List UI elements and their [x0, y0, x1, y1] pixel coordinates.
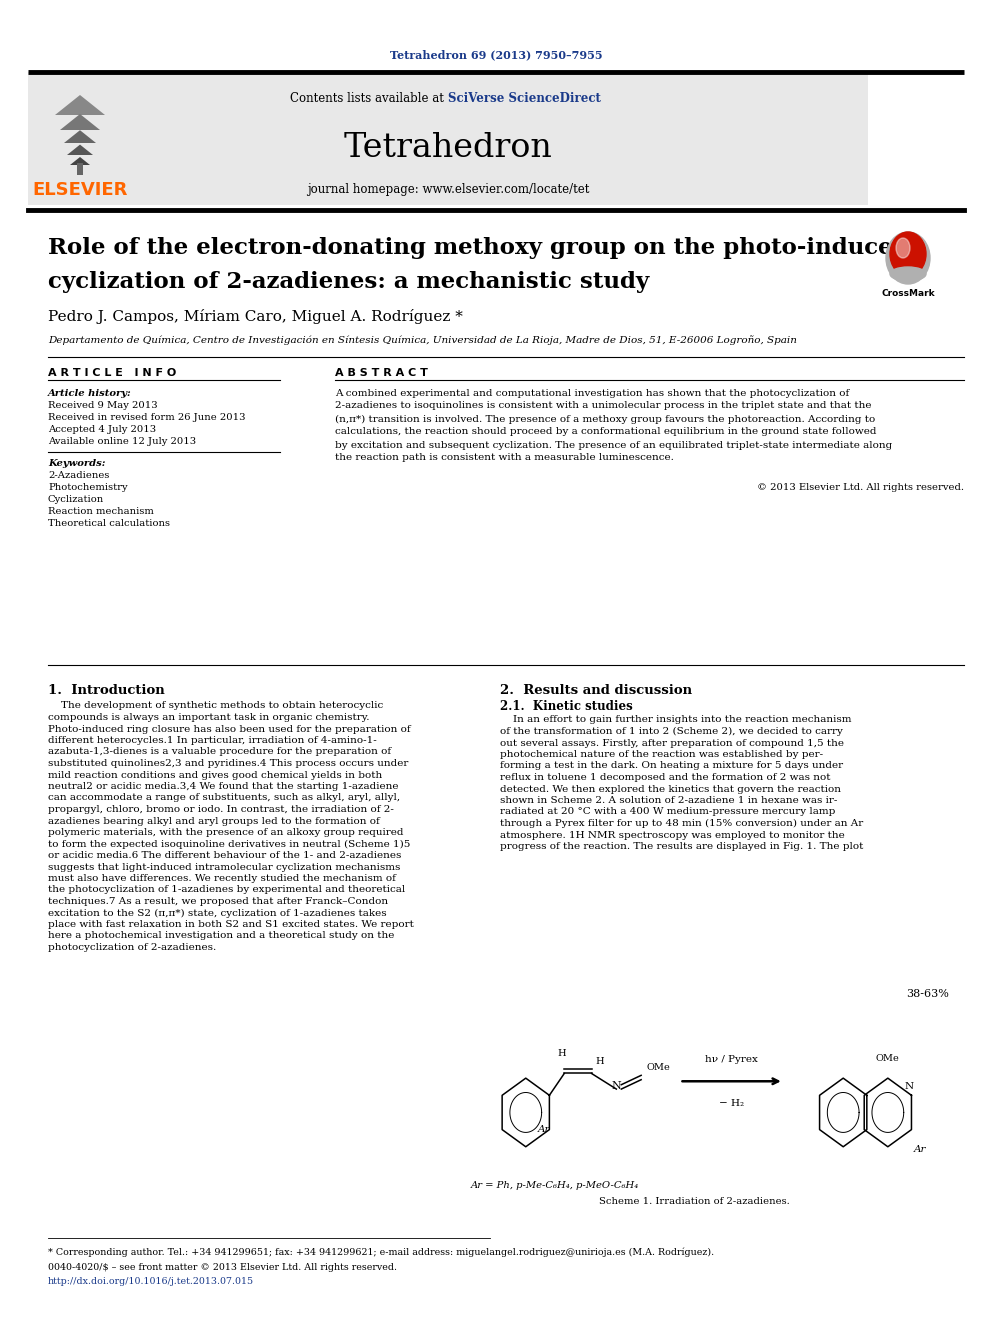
Ellipse shape: [886, 232, 930, 284]
Text: forming a test in the dark. On heating a mixture for 5 days under: forming a test in the dark. On heating a…: [500, 762, 843, 770]
Text: (n,π*) transition is involved. The presence of a methoxy group favours the photo: (n,π*) transition is involved. The prese…: [335, 414, 875, 423]
Text: Pedro J. Campos, Míriam Caro, Miguel A. Rodríguez *: Pedro J. Campos, Míriam Caro, Miguel A. …: [48, 308, 463, 324]
Text: H: H: [558, 1049, 566, 1058]
Text: Accepted 4 July 2013: Accepted 4 July 2013: [48, 425, 156, 434]
Text: photocyclization of 2-azadienes.: photocyclization of 2-azadienes.: [48, 943, 216, 953]
Text: 38-63%: 38-63%: [906, 990, 949, 999]
Text: OMe: OMe: [876, 1053, 900, 1062]
Text: A combined experimental and computational investigation has shown that the photo: A combined experimental and computationa…: [335, 389, 849, 397]
Text: Cyclization: Cyclization: [48, 496, 104, 504]
Text: Article history:: Article history:: [48, 389, 132, 397]
Text: suggests that light-induced intramolecular cyclization mechanisms: suggests that light-induced intramolecul…: [48, 863, 401, 872]
Text: 2.1.  Kinetic studies: 2.1. Kinetic studies: [500, 700, 633, 713]
Text: polymeric materials, with the presence of an alkoxy group required: polymeric materials, with the presence o…: [48, 828, 404, 837]
Text: detected. We then explored the kinetics that govern the reaction: detected. We then explored the kinetics …: [500, 785, 841, 794]
Text: © 2013 Elsevier Ltd. All rights reserved.: © 2013 Elsevier Ltd. All rights reserved…: [757, 483, 964, 492]
Bar: [28, 71, 868, 205]
Text: can accommodate a range of substituents, such as alkyl, aryl, allyl,: can accommodate a range of substituents,…: [48, 794, 400, 803]
Text: here a photochemical investigation and a theoretical study on the: here a photochemical investigation and a…: [48, 931, 395, 941]
Text: substituted quinolines2,3 and pyridines.4 This process occurs under: substituted quinolines2,3 and pyridines.…: [48, 759, 409, 767]
Text: Keywords:: Keywords:: [48, 459, 105, 467]
Text: 2-Azadienes: 2-Azadienes: [48, 471, 109, 480]
Text: Departamento de Química, Centro de Investigación en Síntesis Química, Universida: Departamento de Química, Centro de Inves…: [48, 335, 797, 345]
Text: hν / Pyrex: hν / Pyrex: [705, 1054, 758, 1064]
Text: Received 9 May 2013: Received 9 May 2013: [48, 401, 158, 410]
Polygon shape: [55, 95, 105, 115]
Text: reflux in toluene 1 decomposed and the formation of 2 was not: reflux in toluene 1 decomposed and the f…: [500, 773, 830, 782]
Text: N: N: [884, 1107, 892, 1117]
Bar: [77, 163, 83, 175]
Text: or acidic media.6 The different behaviour of the 1- and 2-azadienes: or acidic media.6 The different behaviou…: [48, 851, 402, 860]
Ellipse shape: [896, 238, 910, 258]
Text: Contents lists available at: Contents lists available at: [291, 91, 448, 105]
Text: N: N: [611, 1081, 621, 1091]
Text: The development of synthetic methods to obtain heterocyclic: The development of synthetic methods to …: [48, 701, 383, 710]
Text: place with fast relaxation in both S2 and S1 excited states. We report: place with fast relaxation in both S2 an…: [48, 919, 414, 929]
Text: 2-azadienes to isoquinolines is consistent with a unimolecular process in the tr: 2-azadienes to isoquinolines is consiste…: [335, 401, 872, 410]
Text: out several assays. Firstly, after preparation of compound 1,5 the: out several assays. Firstly, after prepa…: [500, 738, 844, 747]
Text: techniques.7 As a result, we proposed that after Franck–Condon: techniques.7 As a result, we proposed th…: [48, 897, 388, 906]
Text: In an effort to gain further insights into the reaction mechanism: In an effort to gain further insights in…: [500, 716, 851, 725]
Text: H: H: [595, 1057, 604, 1066]
Text: calculations, the reaction should proceed by a conformational equilibrium in the: calculations, the reaction should procee…: [335, 427, 877, 437]
Ellipse shape: [890, 232, 926, 277]
Text: to form the expected isoquinoline derivatives in neutral (Scheme 1)5: to form the expected isoquinoline deriva…: [48, 839, 411, 848]
Text: photochemical nature of the reaction was established by per-: photochemical nature of the reaction was…: [500, 750, 823, 759]
Text: Reaction mechanism: Reaction mechanism: [48, 508, 154, 516]
Text: radiated at 20 °C with a 400 W medium-pressure mercury lamp: radiated at 20 °C with a 400 W medium-pr…: [500, 807, 835, 816]
Text: neutral2 or acidic media.3,4 We found that the starting 1-azadiene: neutral2 or acidic media.3,4 We found th…: [48, 782, 399, 791]
Text: Tetrahedron 69 (2013) 7950–7955: Tetrahedron 69 (2013) 7950–7955: [390, 49, 602, 61]
Text: ELSEVIER: ELSEVIER: [33, 181, 128, 198]
Text: N: N: [904, 1082, 914, 1090]
Text: Ar: Ar: [539, 1125, 551, 1134]
Text: journal homepage: www.elsevier.com/locate/tet: journal homepage: www.elsevier.com/locat…: [307, 184, 589, 197]
Text: CrossMark: CrossMark: [881, 288, 934, 298]
Text: atmosphere. 1H NMR spectroscopy was employed to monitor the: atmosphere. 1H NMR spectroscopy was empl…: [500, 831, 845, 840]
Text: Photo-induced ring closure has also been used for the preparation of: Photo-induced ring closure has also been…: [48, 725, 411, 733]
Text: A R T I C L E   I N F O: A R T I C L E I N F O: [48, 368, 177, 378]
Polygon shape: [64, 130, 96, 143]
Text: 1.  Introduction: 1. Introduction: [48, 684, 165, 696]
Polygon shape: [67, 144, 93, 155]
Text: SciVerse ScienceDirect: SciVerse ScienceDirect: [448, 91, 601, 105]
Text: mild reaction conditions and gives good chemical yields in both: mild reaction conditions and gives good …: [48, 770, 382, 779]
Text: the reaction path is consistent with a measurable luminescence.: the reaction path is consistent with a m…: [335, 454, 674, 463]
Polygon shape: [60, 114, 100, 130]
Text: azadienes bearing alkyl and aryl groups led to the formation of: azadienes bearing alkyl and aryl groups …: [48, 816, 380, 826]
Text: azabuta-1,3-dienes is a valuable procedure for the preparation of: azabuta-1,3-dienes is a valuable procedu…: [48, 747, 391, 757]
Polygon shape: [70, 157, 90, 165]
Text: progress of the reaction. The results are displayed in Fig. 1. The plot: progress of the reaction. The results ar…: [500, 841, 863, 851]
Text: propargyl, chloro, bromo or iodo. In contrast, the irradiation of 2-: propargyl, chloro, bromo or iodo. In con…: [48, 804, 394, 814]
Text: Ar: Ar: [914, 1146, 927, 1155]
Text: must also have differences. We recently studied the mechanism of: must also have differences. We recently …: [48, 875, 396, 882]
Text: http://dx.doi.org/10.1016/j.tet.2013.07.015: http://dx.doi.org/10.1016/j.tet.2013.07.…: [48, 1278, 254, 1286]
Text: excitation to the S2 (π,π*) state, cyclization of 1-azadienes takes: excitation to the S2 (π,π*) state, cycli…: [48, 909, 387, 918]
Text: Ar = Ph, p-Me-C₆H₄, p-MeO-C₆H₄: Ar = Ph, p-Me-C₆H₄, p-MeO-C₆H₄: [471, 1181, 640, 1191]
Text: A B S T R A C T: A B S T R A C T: [335, 368, 428, 378]
Text: − H₂: − H₂: [719, 1098, 744, 1107]
Text: the photocyclization of 1-azadienes by experimental and theoretical: the photocyclization of 1-azadienes by e…: [48, 885, 406, 894]
Text: through a Pyrex filter for up to 48 min (15% conversion) under an Ar: through a Pyrex filter for up to 48 min …: [500, 819, 863, 828]
Text: 0040-4020/$ – see front matter © 2013 Elsevier Ltd. All rights reserved.: 0040-4020/$ – see front matter © 2013 El…: [48, 1263, 397, 1273]
Text: compounds is always an important task in organic chemistry.: compounds is always an important task in…: [48, 713, 369, 722]
Text: Theoretical calculations: Theoretical calculations: [48, 520, 170, 528]
Text: different heterocycles.1 In particular, irradiation of 4-amino-1-: different heterocycles.1 In particular, …: [48, 736, 377, 745]
Text: by excitation and subsequent cyclization. The presence of an equilibrated triple: by excitation and subsequent cyclization…: [335, 441, 892, 450]
Ellipse shape: [890, 267, 926, 280]
Text: Available online 12 July 2013: Available online 12 July 2013: [48, 437, 196, 446]
Text: Received in revised form 26 June 2013: Received in revised form 26 June 2013: [48, 413, 245, 422]
Text: Tetrahedron: Tetrahedron: [343, 132, 553, 164]
Text: 2.  Results and discussion: 2. Results and discussion: [500, 684, 692, 696]
Text: * Corresponding author. Tel.: +34 941299651; fax: +34 941299621; e-mail address:: * Corresponding author. Tel.: +34 941299…: [48, 1248, 714, 1257]
Text: of the transformation of 1 into 2 (Scheme 2), we decided to carry: of the transformation of 1 into 2 (Schem…: [500, 726, 843, 736]
Text: OMe: OMe: [646, 1062, 670, 1072]
Text: Photochemistry: Photochemistry: [48, 483, 128, 492]
Text: shown in Scheme 2. A solution of 2-azadiene 1 in hexane was ir-: shown in Scheme 2. A solution of 2-azadi…: [500, 796, 837, 804]
Text: cyclization of 2-azadienes: a mechanistic study: cyclization of 2-azadienes: a mechanisti…: [48, 271, 649, 292]
Text: Scheme 1. Irradiation of 2-azadienes.: Scheme 1. Irradiation of 2-azadienes.: [599, 1196, 790, 1205]
Text: Role of the electron-donating methoxy group on the photo-induced: Role of the electron-donating methoxy gr…: [48, 237, 909, 259]
